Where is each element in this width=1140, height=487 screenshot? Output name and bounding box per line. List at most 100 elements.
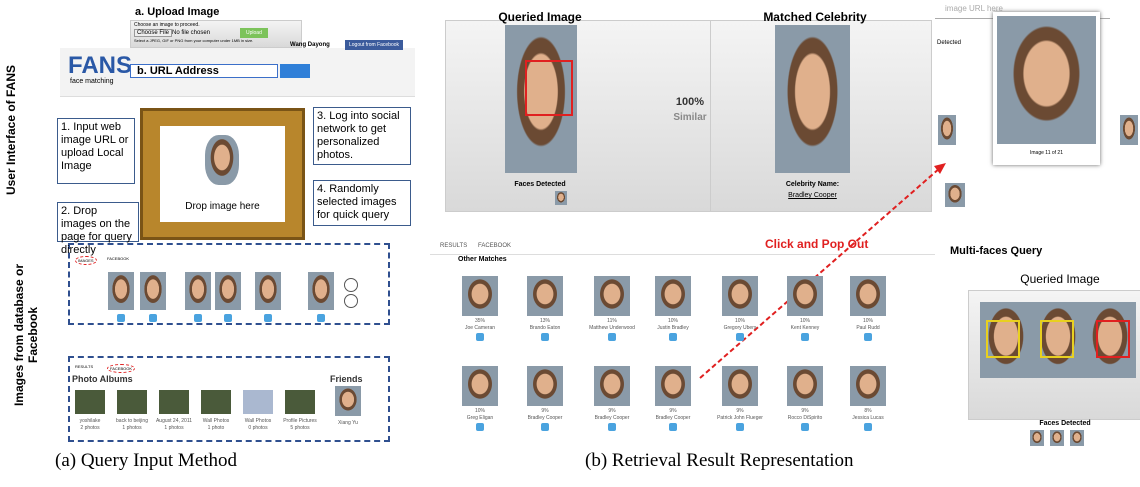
match-photo[interactable]	[655, 276, 691, 316]
bg-thumb[interactable]	[1120, 115, 1138, 145]
match-pct: 10%	[643, 318, 703, 324]
face-thumb[interactable]	[1030, 430, 1044, 446]
detected: Detected	[937, 40, 961, 46]
album-name: back to beijing	[111, 418, 153, 424]
album-name: Wall Photos	[237, 418, 279, 424]
callout: 1. Input web image URL or upload Local I…	[57, 118, 135, 184]
random-image[interactable]	[140, 272, 166, 310]
zoom-icon[interactable]	[541, 423, 549, 431]
album-cover[interactable]	[285, 390, 315, 414]
match-name: Bradley Cooper	[582, 415, 642, 421]
bg-thumb[interactable]	[945, 183, 965, 207]
album-name: Profile Pictures	[279, 418, 321, 424]
match-photo[interactable]	[787, 276, 823, 316]
nav-down[interactable]	[344, 294, 358, 308]
multi-queried: Queried Image	[985, 272, 1135, 286]
match-photo[interactable]	[655, 366, 691, 406]
match-photo[interactable]	[722, 366, 758, 406]
album-count: 1 photo	[195, 425, 237, 431]
zoom-icon[interactable]	[317, 314, 325, 322]
callout: 2. Drop images on the page for query dir…	[57, 202, 139, 242]
match-name: Justin Bradley	[643, 325, 703, 331]
face-thumb[interactable]	[1070, 430, 1084, 446]
zoom-icon[interactable]	[476, 333, 484, 341]
match-pct: 8%	[838, 408, 898, 414]
zoom-icon[interactable]	[608, 423, 616, 431]
tab[interactable]: RESULTS	[75, 364, 93, 369]
match-pct: 10%	[838, 318, 898, 324]
random-image[interactable]	[108, 272, 134, 310]
caption: (b) Retrieval Result Representation	[585, 450, 854, 472]
callout: 3. Log into social network to get person…	[313, 107, 411, 165]
album-cover[interactable]	[117, 390, 147, 414]
zoom-icon[interactable]	[224, 314, 232, 322]
random-image[interactable]	[185, 272, 211, 310]
zoom-icon[interactable]	[476, 423, 484, 431]
match-photo[interactable]	[594, 366, 630, 406]
album-count: 0 photos	[237, 425, 279, 431]
callout: 4. Randomly selected images for quick qu…	[313, 180, 411, 226]
match-photo[interactable]	[462, 276, 498, 316]
zoom-icon[interactable]	[736, 423, 744, 431]
match-pct: 9%	[775, 408, 835, 414]
face-box	[1096, 320, 1130, 358]
album-count: 2 photos	[69, 425, 111, 431]
tab[interactable]: FACEBOOK	[107, 364, 135, 373]
match-photo[interactable]	[462, 366, 498, 406]
nav-up[interactable]	[344, 278, 358, 292]
zoom-icon[interactable]	[117, 314, 125, 322]
match-photo[interactable]	[850, 366, 886, 406]
match-name: Brando Eaton	[515, 325, 575, 331]
match-name: Rocco DiSpirito	[775, 415, 835, 421]
zoom-icon[interactable]	[669, 423, 677, 431]
match-pct: 35%	[450, 318, 510, 324]
match-pct: 10%	[450, 408, 510, 414]
zoom-icon[interactable]	[264, 314, 272, 322]
zoom-icon[interactable]	[801, 333, 809, 341]
match-name: Patrick John Flueger	[710, 415, 770, 421]
match-photo[interactable]	[594, 276, 630, 316]
random-image[interactable]	[215, 272, 241, 310]
zoom-icon[interactable]	[194, 314, 202, 322]
zoom-icon[interactable]	[736, 333, 744, 341]
figure: User Interface of FANS Images from datab…	[0, 0, 1140, 487]
match-photo[interactable]	[850, 276, 886, 316]
match-photo[interactable]	[527, 276, 563, 316]
match-name: Kent Kenney	[775, 325, 835, 331]
face-box	[1040, 320, 1074, 358]
album-count: 5 photos	[279, 425, 321, 431]
match-name: Greg Eligan	[450, 415, 510, 421]
zoom-icon[interactable]	[864, 423, 872, 431]
album-name: August 24, 2011	[153, 418, 195, 424]
zoom-icon[interactable]	[864, 333, 872, 341]
match-photo[interactable]	[787, 366, 823, 406]
album-cover[interactable]	[243, 390, 273, 414]
match-photo[interactable]	[722, 276, 758, 316]
tab[interactable]: FACEBOOK	[107, 256, 129, 261]
album-cover[interactable]	[201, 390, 231, 414]
match-photo[interactable]	[527, 366, 563, 406]
popup-counter: Image 11 of 21	[993, 150, 1100, 156]
zoom-icon[interactable]	[149, 314, 157, 322]
album-count: 1 photos	[111, 425, 153, 431]
album-cover[interactable]	[75, 390, 105, 414]
match-pct: 9%	[582, 408, 642, 414]
match-name: Matthew Underwood	[582, 325, 642, 331]
face-thumb[interactable]	[1050, 430, 1064, 446]
zoom-icon[interactable]	[669, 333, 677, 341]
tab[interactable]: IMAGES	[75, 256, 97, 265]
popup-photo	[997, 16, 1096, 144]
match-name: Joe Cameran	[450, 325, 510, 331]
zoom-icon[interactable]	[801, 423, 809, 431]
album-name: Wall Photos	[195, 418, 237, 424]
multi-faces-detected: Faces Detected	[1015, 420, 1115, 427]
album-cover[interactable]	[159, 390, 189, 414]
match-name: Paul Rudd	[838, 325, 898, 331]
random-image[interactable]	[255, 272, 281, 310]
match-name: Gregory Ubers	[710, 325, 770, 331]
zoom-icon[interactable]	[608, 333, 616, 341]
zoom-icon[interactable]	[541, 333, 549, 341]
bg-thumb[interactable]	[938, 115, 956, 145]
random-image[interactable]	[308, 272, 334, 310]
match-pct: 11%	[582, 318, 642, 324]
